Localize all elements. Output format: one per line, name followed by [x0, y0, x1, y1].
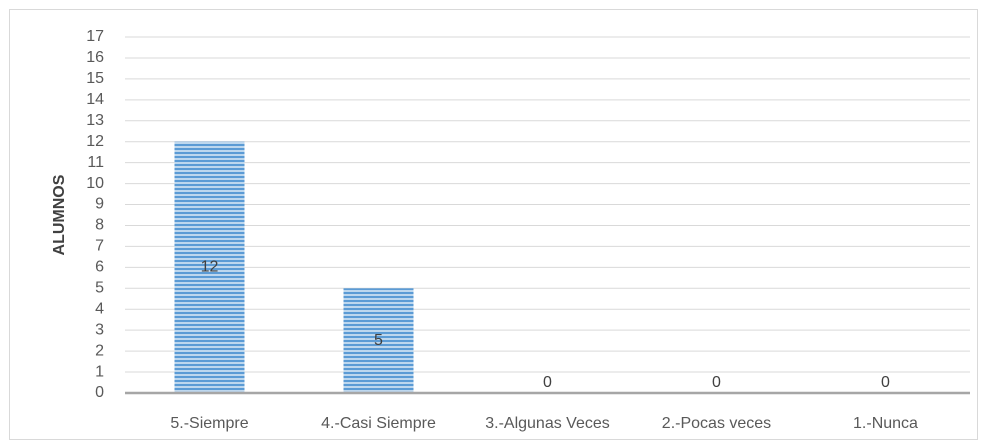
data-label: 0: [881, 374, 890, 391]
y-tick-label: 9: [95, 196, 104, 213]
data-label: 0: [543, 374, 552, 391]
x-tick-label: 2.-Pocas veces: [662, 415, 771, 432]
y-tick-label: 1: [95, 363, 104, 380]
y-tick-label: 7: [95, 238, 104, 255]
y-tick-label: 8: [95, 217, 104, 234]
bar: [174, 141, 245, 393]
chart-border: [9, 9, 978, 440]
y-axis-label: ALUMNOS: [51, 174, 68, 255]
x-tick-label: 3.-Algunas Veces: [485, 415, 610, 432]
y-tick-label: 10: [86, 175, 104, 192]
x-tick-label: 4.-Casi Siempre: [321, 415, 436, 432]
y-tick-label: 16: [86, 49, 104, 66]
x-tick-label: 5.-Siempre: [170, 415, 248, 432]
y-tick-label: 15: [86, 70, 104, 87]
x-tick-label: 1.-Nunca: [853, 415, 918, 432]
y-tick-label: 13: [86, 112, 104, 129]
y-tick-label: 0: [95, 384, 104, 401]
y-tick-label: 12: [86, 133, 104, 150]
y-tick-label: 11: [87, 154, 104, 171]
data-label: 5: [374, 332, 383, 349]
data-label: 12: [201, 259, 219, 276]
y-tick-label: 2: [95, 342, 104, 359]
data-label: 0: [712, 374, 721, 391]
y-tick-label: 17: [86, 28, 104, 45]
bar: [343, 288, 414, 393]
y-tick-label: 5: [95, 280, 104, 297]
y-tick-label: 6: [95, 259, 104, 276]
y-tick-label: 14: [86, 91, 104, 108]
y-tick-label: 4: [95, 300, 104, 317]
y-tick-label: 3: [95, 321, 104, 338]
